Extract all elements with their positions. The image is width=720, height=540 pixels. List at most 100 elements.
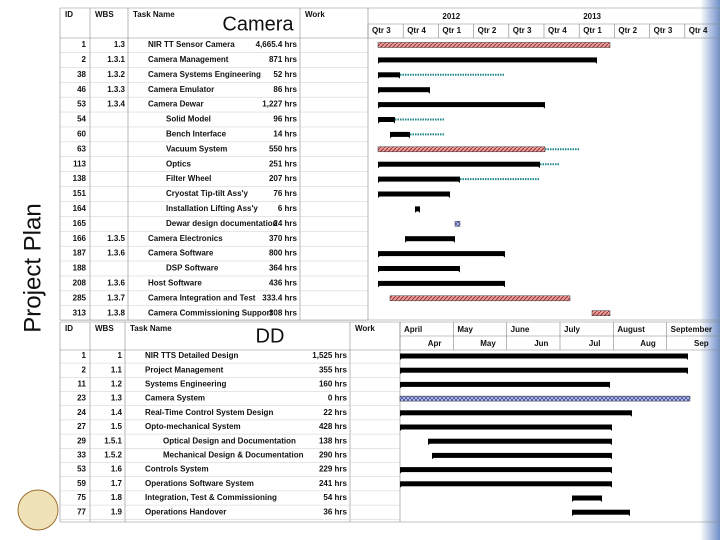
quarter-label: Qtr 3 [513,26,532,35]
task-id: 24 [77,408,86,417]
gantt-bar [378,72,400,78]
gantt-bar [400,367,688,373]
table-label: DD [256,325,285,347]
task-name: Systems Engineering [145,380,226,389]
task-wbs: 1.3.6 [107,249,125,258]
task-work: 1,525 hrs [312,351,347,360]
task-work: 1,227 hrs [262,100,297,109]
bar-end [390,134,410,139]
task-name: Camera System [145,394,205,403]
task-wbs: 1.3.2 [107,70,125,79]
gantt-bar [400,481,612,487]
quarter-label: Qtr 1 [583,26,602,35]
task-name: Camera Commissioning Support [148,308,273,317]
month-short-label: Jul [589,339,601,348]
task-id: 60 [77,130,86,139]
gantt-bar [378,191,450,197]
task-wbs: 1.3.5 [107,234,125,243]
bar-end [415,208,420,213]
task-id: 29 [77,436,86,445]
gantt-bar [378,102,545,108]
month-short-label: Apr [428,339,442,348]
task-work: 6 hrs [278,204,298,213]
task-id: 11 [78,380,87,389]
task-wbs: 1.1 [111,365,123,374]
task-work: 229 hrs [319,465,348,474]
quarter-label: Qtr 2 [478,26,497,35]
task-wbs: 1.3.6 [107,279,125,288]
year-label: 2012 [442,12,460,21]
task-id: 208 [73,279,87,288]
task-id: 165 [73,219,87,228]
gantt-bar [400,353,688,359]
column-header: WBS [95,324,114,333]
task-name: Camera Software [148,249,214,258]
month-label: June [511,325,530,334]
gantt-bar [378,280,505,286]
column-header: Task Name [133,10,175,19]
gantt-bar [377,146,546,153]
task-id: 75 [77,493,86,502]
task-id: 313 [73,308,87,317]
task-work: 428 hrs [319,422,348,431]
task-work: 52 hrs [273,70,297,79]
task-work: 308 hrs [269,308,298,317]
task-name: Installation Lifting Ass'y [166,204,258,213]
quarter-label: Qtr 2 [618,26,637,35]
month-short-label: Sep [694,339,709,348]
task-name: Cryostat Tip-tilt Ass'y [166,189,248,198]
gantt-bar [378,251,505,257]
task-wbs: 1.4 [111,408,123,417]
task-name: NIR TTS Detailed Design [145,351,238,360]
month-label: August [617,325,645,334]
sidebar-title: Project Plan [19,203,46,332]
task-id: 151 [73,189,87,198]
task-work: 138 hrs [319,436,348,445]
task-wbs: 1.3.8 [107,308,125,317]
column-header: Work [305,10,325,19]
task-id: 113 [73,159,86,168]
bar-end [378,74,400,79]
gantt-bar [454,221,461,227]
task-work: 14 hrs [273,130,297,139]
task-id: 53 [77,465,86,474]
task-work: 251 hrs [269,159,298,168]
quarter-label: Qtr 3 [654,26,673,35]
task-name: Solid Model [166,115,211,124]
task-name: Camera Electronics [148,234,223,243]
task-id: 53 [77,100,86,109]
bar-end [378,119,395,124]
task-work: 76 hrs [273,189,297,198]
task-work: 333.4 hrs [262,293,297,302]
month-short-label: May [480,339,496,348]
gantt-bar [400,467,612,473]
gantt-bar [572,495,602,501]
logo [17,489,59,531]
task-wbs: 1.5 [111,422,123,431]
task-id: 59 [77,479,86,488]
task-wbs: 1.6 [111,465,123,474]
gantt-bar [400,410,632,416]
task-id: 46 [77,85,86,94]
task-name: NIR TT Sensor Camera [148,40,235,49]
column-header: ID [65,10,73,19]
task-wbs: 1.3.4 [107,100,125,109]
task-name: Controls System [145,465,209,474]
task-work: 160 hrs [319,380,348,389]
task-work: 800 hrs [269,249,298,258]
task-id: 54 [77,115,86,124]
year-label: 2013 [583,12,601,21]
task-wbs: 1.3.3 [107,85,125,94]
gantt-bar [405,236,455,242]
task-wbs: 1.7 [111,479,123,488]
task-name: Real-Time Control System Design [145,408,273,417]
task-id: 23 [77,394,86,403]
task-id: 63 [77,144,86,153]
gantt-bar [378,57,597,63]
month-short-label: Aug [640,339,656,348]
gantt-bar [389,295,571,302]
gantt-bar [399,395,691,402]
task-wbs: 1.3.7 [107,293,125,302]
column-header: WBS [95,10,114,19]
